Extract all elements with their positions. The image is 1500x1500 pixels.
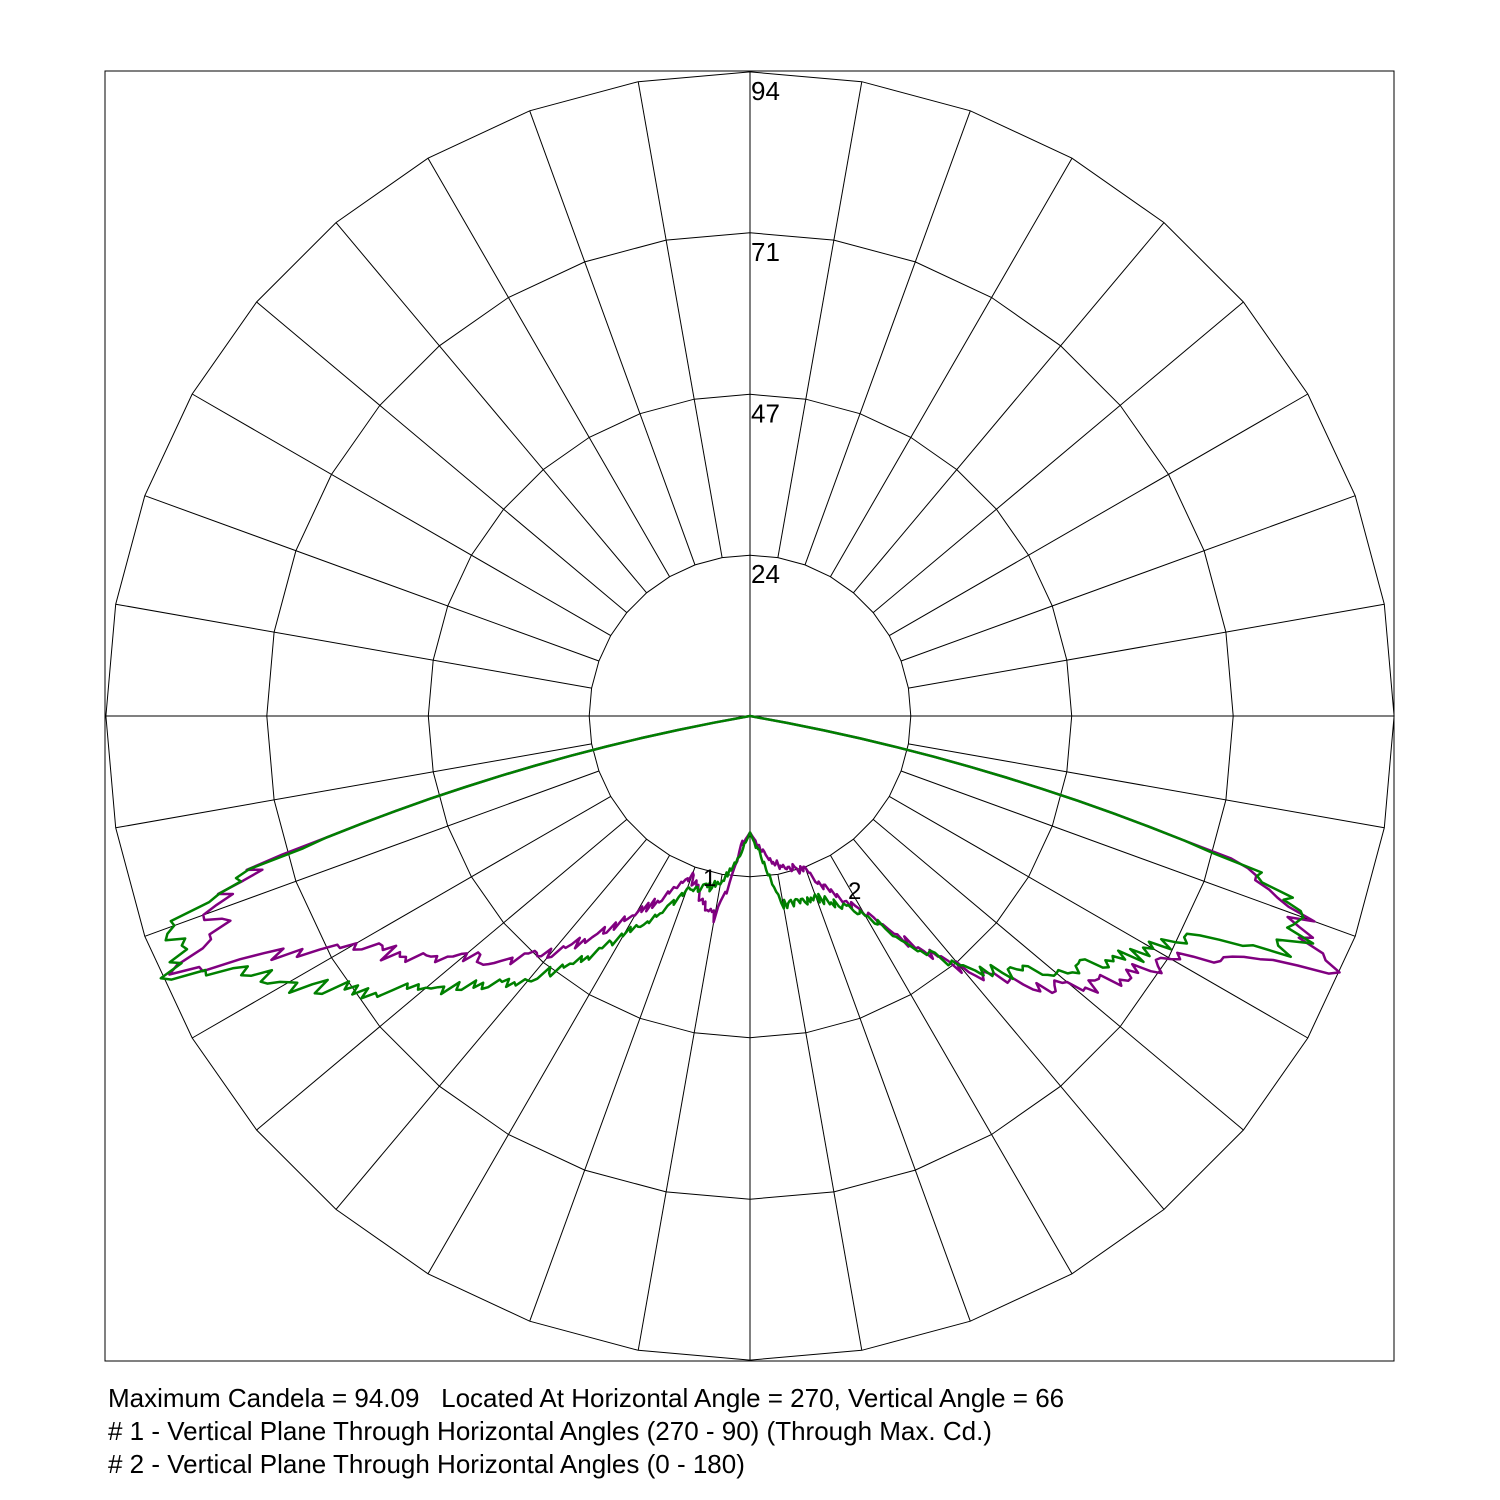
- grid-ray-40: [853, 222, 1165, 594]
- polar-grid: [105, 71, 1395, 1361]
- grid-ray-230: [256, 819, 628, 1131]
- grid-ray-350: [637, 81, 723, 558]
- series-2-curve: [159, 714, 1315, 1000]
- grid-ray-150: [829, 855, 1073, 1275]
- grid-ray-70: [900, 495, 1356, 662]
- grid-ray-50: [872, 301, 1244, 613]
- chart-caption: Maximum Candela = 94.09 Located At Horiz…: [108, 1382, 1064, 1481]
- grid-ray-250: [144, 770, 600, 937]
- grid-ray-260: [115, 743, 592, 829]
- series-1-curve: [168, 714, 1341, 995]
- grid-ray-20: [804, 110, 971, 566]
- grid-ray-300: [191, 393, 611, 637]
- grid-ray-110: [900, 770, 1356, 937]
- grid-ray-140: [853, 838, 1165, 1210]
- grid-ray-100: [908, 743, 1385, 829]
- grid-ray-60: [889, 393, 1309, 637]
- radial-tick-label: 94: [751, 76, 780, 106]
- grid-ray-30: [829, 157, 1073, 577]
- grid-ray-240: [191, 795, 611, 1039]
- grid-ray-340: [529, 110, 696, 566]
- grid-ray-280: [115, 603, 592, 689]
- grid-ray-210: [427, 855, 671, 1275]
- grid-ray-190: [637, 874, 723, 1351]
- grid-ray-10: [777, 81, 863, 558]
- plane-1-caption: # 1 - Vertical Plane Through Horizontal …: [108, 1416, 992, 1446]
- series-group: [159, 714, 1341, 1000]
- grid-ray-200: [529, 866, 696, 1322]
- tick-labels: 24 47 71 94 1 2: [703, 76, 861, 905]
- grid-ray-120: [889, 795, 1309, 1039]
- radial-tick-label: 24: [751, 559, 780, 589]
- grid-ray-310: [256, 301, 628, 613]
- grid-ray-320: [335, 222, 647, 594]
- grid-ray-170: [777, 874, 863, 1351]
- radial-tick-label: 71: [751, 237, 780, 267]
- grid-ray-220: [335, 838, 647, 1210]
- max-candela-caption: Maximum Candela = 94.09 Located At Horiz…: [108, 1383, 1065, 1413]
- grid-ray-290: [144, 495, 600, 662]
- plane-2-caption: # 2 - Vertical Plane Through Horizontal …: [108, 1449, 745, 1479]
- grid-ray-130: [872, 819, 1244, 1131]
- radial-tick-label: 47: [751, 398, 780, 428]
- grid-ray-330: [427, 157, 671, 577]
- curve-label-1: 1: [703, 865, 716, 892]
- grid-ray-80: [908, 603, 1385, 689]
- grid-ray-160: [804, 866, 971, 1322]
- curve-label-2: 2: [848, 878, 861, 905]
